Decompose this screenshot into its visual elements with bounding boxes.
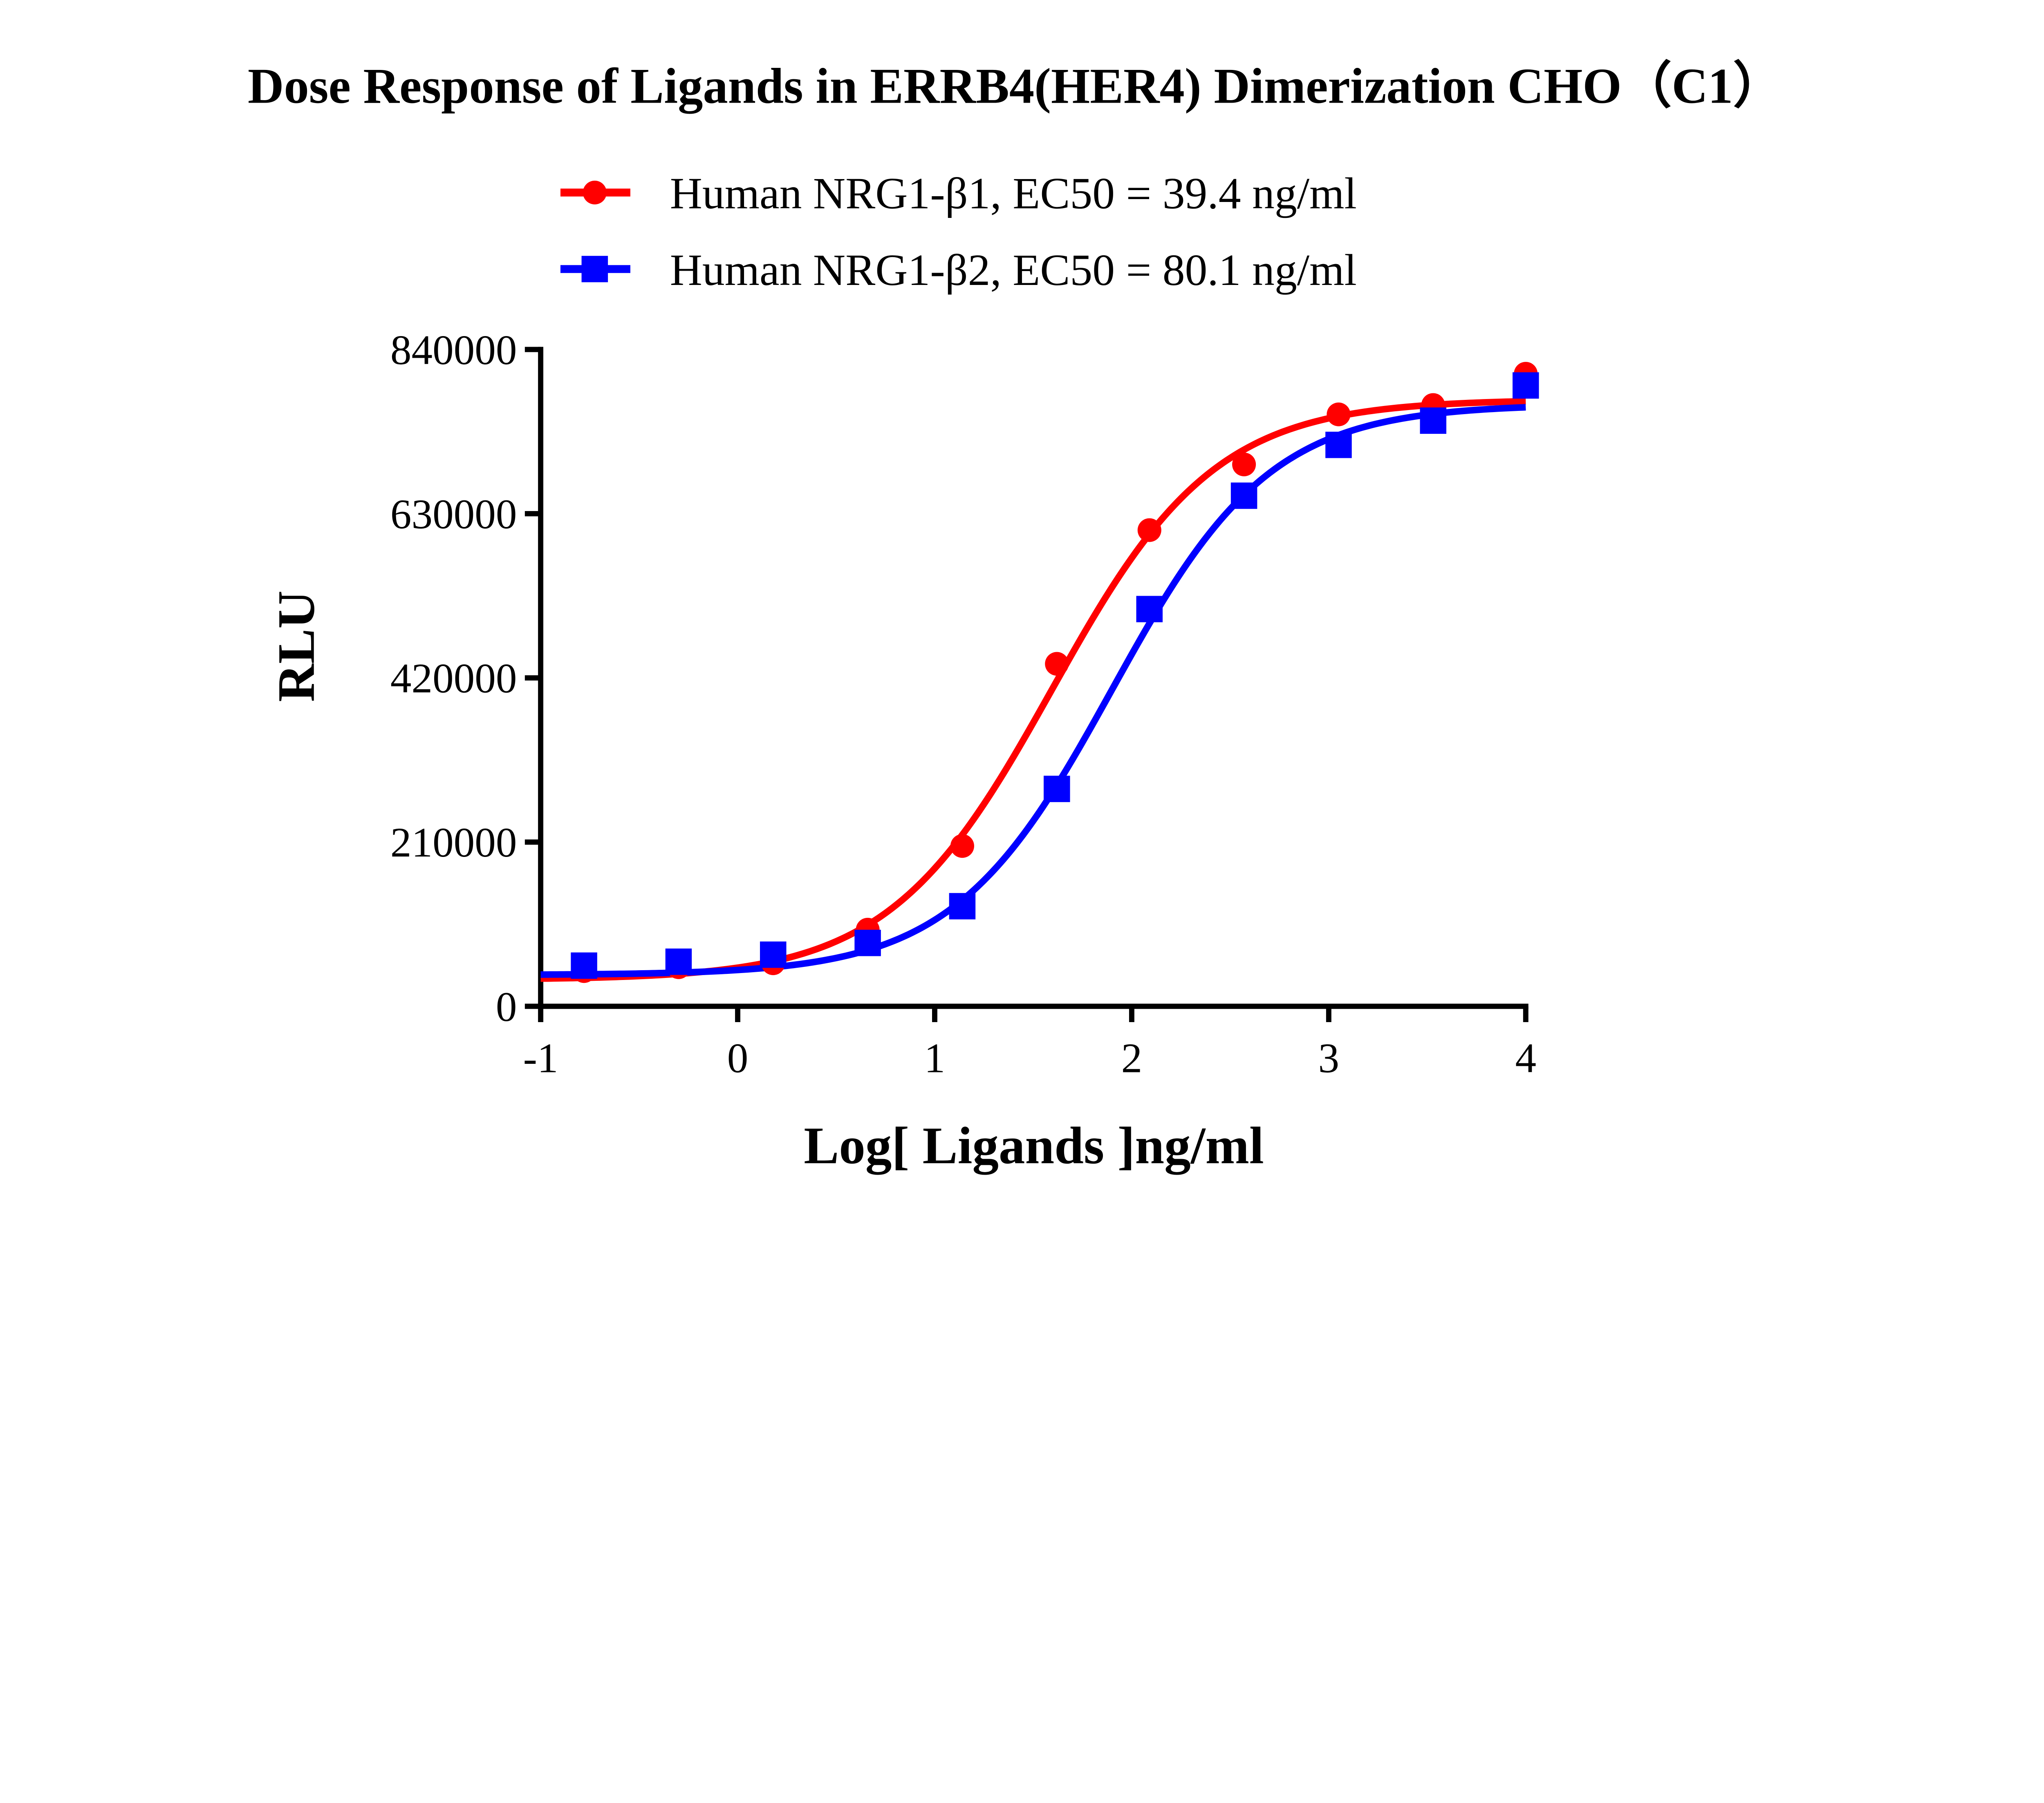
y-tick-label: 840000: [390, 327, 517, 373]
y-tick-label: 0: [496, 984, 517, 1030]
data-point-square: [1043, 776, 1070, 802]
x-axis-label: Log[ Ligands ]ng/ml: [804, 1116, 1264, 1175]
y-axis-label: RLU: [267, 590, 325, 702]
y-tick-label: 420000: [390, 655, 517, 702]
data-point-square: [1230, 482, 1257, 509]
data-point-square: [1512, 372, 1539, 399]
x-tick-label: 4: [1515, 1035, 1536, 1082]
legend: Human NRG1-β1, EC50 = 39.4 ng/ml Human NR…: [560, 168, 1357, 295]
x-tick-label: 3: [1318, 1035, 1340, 1082]
x-tick-label: 1: [924, 1035, 946, 1082]
data-point-circle: [1045, 652, 1069, 676]
dose-response-chart: Dose Response of Ligands in ERRB4(HER4) …: [248, 58, 1783, 1175]
x-tick-label: 0: [727, 1035, 749, 1082]
fit-curves: [540, 398, 1526, 982]
data-point-square: [571, 952, 597, 979]
data-point-circle: [1327, 402, 1351, 426]
data-point-square: [854, 930, 881, 956]
x-tick-label: 2: [1121, 1035, 1143, 1082]
x-tick-label: -1: [523, 1035, 558, 1082]
data-point-square: [949, 893, 976, 919]
y-tick-label: 630000: [390, 491, 517, 538]
chart-title: Dose Response of Ligands in ERRB4(HER4) …: [248, 58, 1783, 114]
legend-label-2: Human NRG1-β2, EC50 = 80.1 ng/ml: [670, 245, 1357, 295]
data-point-square: [1325, 431, 1352, 458]
fit-curve-1: [540, 398, 1526, 982]
legend-marker-circle: [583, 180, 607, 204]
legend-marker-square: [581, 256, 608, 283]
data-point-circle: [1137, 518, 1161, 542]
data-point-square: [665, 949, 692, 975]
data-point-square: [760, 941, 787, 968]
data-point-circle: [950, 834, 974, 858]
legend-label-1: Human NRG1-β1, EC50 = 39.4 ng/ml: [670, 168, 1357, 218]
data-points: [571, 362, 1539, 983]
fit-curve-2: [540, 404, 1526, 978]
data-point-circle: [1232, 452, 1256, 476]
data-point-square: [1136, 596, 1163, 623]
data-point-square: [1420, 407, 1447, 434]
y-tick-label: 210000: [390, 819, 517, 866]
